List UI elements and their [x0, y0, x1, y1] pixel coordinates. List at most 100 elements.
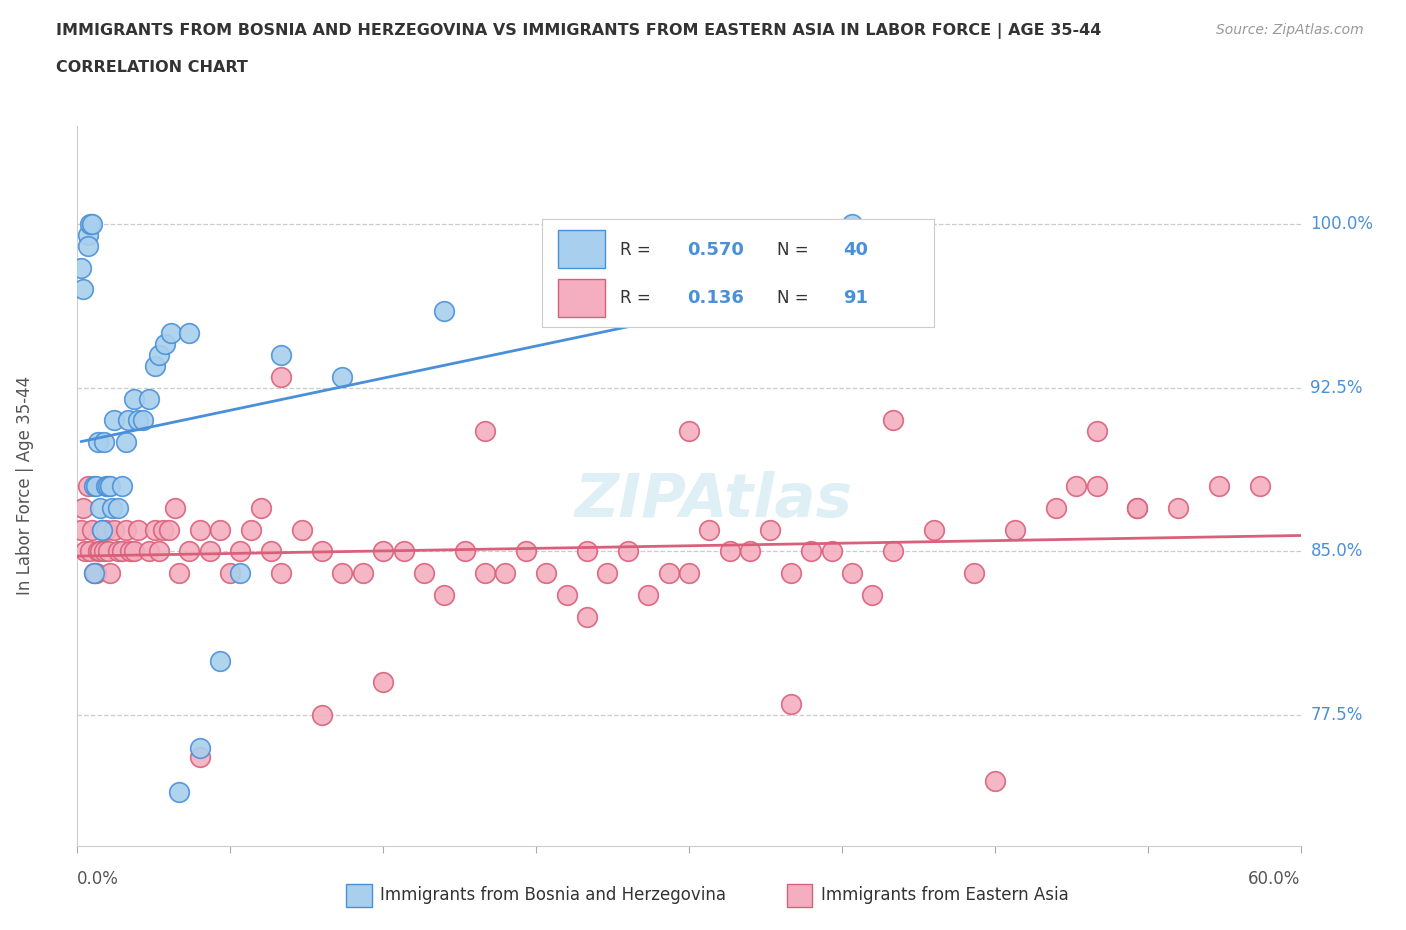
Point — [699, 522, 721, 537]
Point — [103, 413, 125, 428]
Point — [555, 588, 578, 603]
Point — [169, 565, 191, 580]
Text: ZIPAtlas: ZIPAtlas — [575, 471, 852, 530]
Point — [637, 588, 659, 603]
Point — [107, 500, 129, 515]
Point — [76, 479, 98, 494]
Point — [79, 544, 101, 559]
Point — [148, 544, 170, 559]
Point — [127, 413, 149, 428]
Point — [779, 565, 801, 580]
Point — [138, 544, 160, 559]
Point — [90, 522, 112, 537]
Point — [101, 500, 124, 515]
Point — [131, 413, 153, 428]
Point — [98, 479, 121, 494]
Point — [208, 653, 231, 668]
Point — [678, 424, 700, 439]
Point — [882, 544, 904, 559]
Point — [90, 522, 112, 537]
Text: CORRELATION CHART: CORRELATION CHART — [56, 60, 247, 75]
Point — [270, 565, 292, 580]
Point — [160, 326, 183, 340]
Point — [93, 435, 115, 450]
Text: 92.5%: 92.5% — [1310, 379, 1362, 396]
Point — [413, 565, 436, 580]
Point — [107, 544, 129, 559]
Point — [79, 217, 101, 232]
Text: In Labor Force | Age 35-44: In Labor Force | Age 35-44 — [17, 377, 34, 595]
Point — [617, 544, 640, 559]
Point — [534, 565, 557, 580]
Point — [169, 784, 191, 799]
Point — [260, 544, 283, 559]
Point — [433, 304, 456, 319]
Point — [392, 544, 415, 559]
Point — [72, 500, 94, 515]
Point — [94, 479, 117, 494]
Point — [495, 565, 517, 580]
Point — [179, 326, 201, 340]
Point — [97, 544, 120, 559]
Text: 100.0%: 100.0% — [1310, 215, 1374, 232]
Point — [229, 565, 252, 580]
Point — [433, 588, 456, 603]
Point — [474, 565, 496, 580]
Point — [658, 565, 681, 580]
Point — [740, 544, 762, 559]
Point — [83, 565, 105, 580]
Point — [576, 544, 599, 559]
Point — [922, 522, 945, 537]
Point — [332, 369, 354, 384]
Point — [596, 260, 619, 275]
Point — [87, 544, 110, 559]
Point — [138, 392, 160, 406]
Text: Source: ZipAtlas.com: Source: ZipAtlas.com — [1216, 23, 1364, 37]
Point — [862, 588, 884, 603]
Point — [143, 358, 166, 373]
Point — [1208, 479, 1230, 494]
Point — [250, 500, 273, 515]
Point — [1126, 500, 1149, 515]
Point — [83, 565, 105, 580]
Point — [759, 522, 782, 537]
Point — [821, 544, 844, 559]
Point — [576, 609, 599, 624]
Point — [124, 392, 146, 406]
Point — [98, 565, 121, 580]
Point — [229, 544, 252, 559]
Point — [515, 544, 537, 559]
Point — [89, 500, 111, 515]
Point — [453, 544, 475, 559]
Point — [311, 544, 333, 559]
Point — [84, 479, 107, 494]
Point — [127, 522, 149, 537]
Point — [371, 675, 394, 690]
Point — [111, 544, 134, 559]
Point — [270, 348, 292, 363]
Text: Immigrants from Bosnia and Herzegovina: Immigrants from Bosnia and Herzegovina — [380, 885, 725, 904]
Text: 0.0%: 0.0% — [77, 870, 120, 887]
Point — [120, 544, 142, 559]
Point — [1249, 479, 1271, 494]
Text: 77.5%: 77.5% — [1310, 706, 1362, 724]
Point — [103, 522, 125, 537]
Text: 85.0%: 85.0% — [1310, 542, 1362, 561]
Point — [1004, 522, 1026, 537]
Point — [75, 544, 97, 559]
Point — [270, 369, 292, 384]
Point — [165, 500, 187, 515]
Point — [143, 522, 166, 537]
Text: 60.0%: 60.0% — [1249, 870, 1301, 887]
Point — [93, 544, 115, 559]
Point — [841, 217, 863, 232]
Text: IMMIGRANTS FROM BOSNIA AND HERZEGOVINA VS IMMIGRANTS FROM EASTERN ASIA IN LABOR : IMMIGRANTS FROM BOSNIA AND HERZEGOVINA V… — [56, 23, 1102, 39]
Point — [188, 740, 211, 755]
Point — [179, 544, 201, 559]
Point — [1066, 479, 1088, 494]
Point — [718, 544, 741, 559]
Point — [153, 337, 176, 352]
Point — [188, 750, 211, 764]
Point — [84, 565, 107, 580]
Point — [89, 544, 111, 559]
